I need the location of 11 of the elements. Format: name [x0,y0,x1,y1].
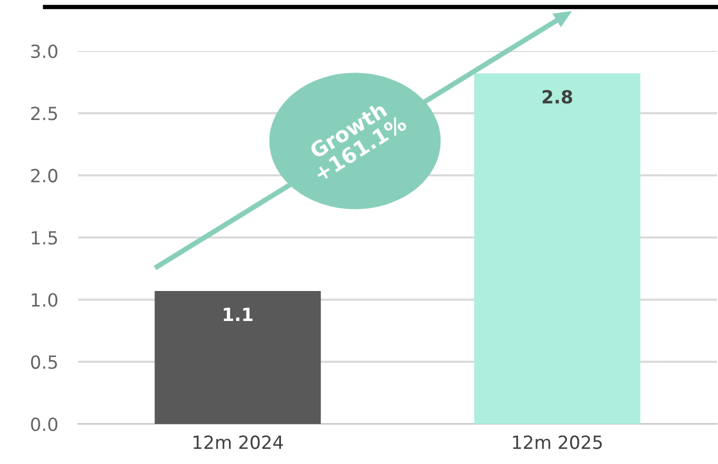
data-label: 1.1 [224,308,252,321]
y-tick-label: 1.5 [32,231,57,245]
y-tick-label: 2.0 [31,168,58,182]
y-tick-label: 1.0 [32,293,58,307]
x-tick-label: 12m 2025 [513,435,602,450]
y-tick-label: 3.0 [31,44,58,58]
data-label: 2.8 [542,90,572,104]
y-tick-label: 2.5 [31,106,57,120]
y-tick-label: 0.5 [31,355,57,369]
y-tick-label: 0.0 [31,417,58,432]
x-tick-label: 12m 2024 [194,435,283,450]
